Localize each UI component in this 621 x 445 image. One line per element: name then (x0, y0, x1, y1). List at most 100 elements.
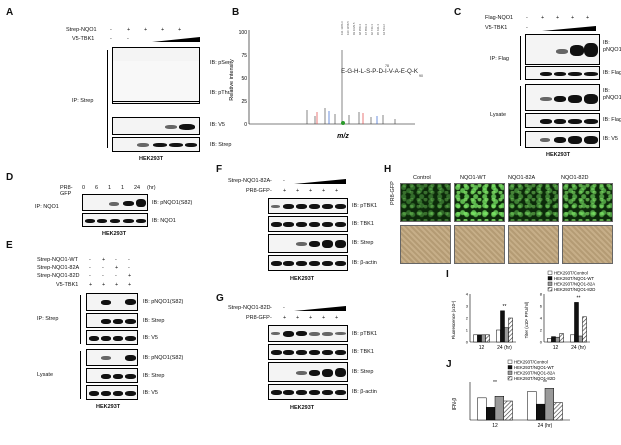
legend-swatch (507, 365, 513, 370)
bar (481, 334, 486, 343)
panel-label-i: I (446, 269, 449, 280)
row-side-label: PR8-GFP (390, 181, 396, 205)
svg-text:b5 631.3: b5 631.3 (376, 24, 380, 35)
blot-e-strep (86, 313, 138, 328)
blot-lys-pnqo1 (525, 84, 600, 111)
fluorescence-image (454, 183, 505, 222)
bar (536, 403, 546, 421)
ib-label: IB: Strep (210, 142, 232, 148)
ytick: 6 (540, 304, 543, 309)
xtick: 24 (hr) (497, 345, 512, 351)
row-label: V5-TBK1 (72, 36, 95, 42)
lane-signs: - + + + + (526, 15, 601, 22)
col-label: NQO1-WT (460, 175, 486, 181)
ytick: 4 (466, 292, 469, 297)
y-axis-label: IFN-β (452, 398, 458, 411)
lane-sign: + (571, 15, 575, 21)
lane-sign: + (322, 188, 326, 194)
xtick: 12 (492, 423, 498, 429)
group-bracket (80, 295, 81, 344)
cell-line: HEK293T (102, 231, 127, 237)
legend-label: HEK293T/NQO1-82A (554, 282, 595, 287)
xtick: 12 (479, 345, 485, 351)
ytick: 50 (241, 76, 247, 82)
ib-label: IB: pNQO1(S82) (143, 355, 184, 361)
bar (504, 327, 509, 343)
ib-label: IB: Strep (352, 369, 374, 375)
bar (477, 334, 482, 343)
bar (559, 333, 564, 343)
legend-label: HEK293T/Control (514, 360, 548, 365)
legend-label: HEK293T/Control (554, 271, 588, 276)
legend-label: HEK293T/NQO1-82A (514, 371, 555, 376)
lane-sign: 1 (108, 185, 112, 191)
legend-label: HEK293T/NQO1-WT (554, 276, 594, 281)
panel-label-e: E (6, 240, 13, 251)
panel-label-a: A (6, 7, 14, 18)
bar (574, 302, 579, 343)
lane-sign: + (102, 282, 106, 288)
xtick: 12 (553, 345, 559, 351)
ib-label: IB: Flag (603, 117, 621, 123)
group-label: Lysate (37, 372, 54, 378)
lane-sign: - (102, 265, 104, 271)
lane-sign: + (115, 282, 119, 288)
lane-sign: 24 (134, 185, 141, 191)
blot-e-pnqo1 (86, 293, 138, 311)
blot-f-strep (268, 234, 348, 253)
bar (527, 391, 537, 421)
bar (544, 388, 554, 421)
blot-strep (112, 137, 200, 152)
blot-f-ptbk1 (268, 198, 348, 214)
ib-label: IB: pSer (210, 60, 230, 66)
ib-label: IB: Strep (143, 318, 165, 324)
legend-swatch (547, 270, 553, 275)
blot-g-tbk1 (268, 344, 348, 360)
lane-sign: - (102, 273, 104, 279)
bar (477, 397, 487, 421)
ib-label: IB: pTBK1 (352, 203, 378, 209)
group-label: Lysate (490, 112, 507, 118)
row-label: Strep-NQO1-WT (37, 257, 78, 263)
brightfield-image (562, 225, 613, 264)
sig-marker: ** (543, 380, 547, 386)
lane-sign: - (89, 257, 91, 263)
ib-label: IB:pNQO1(S82) (603, 88, 621, 101)
svg-text:b10 1158.5: b10 1158.5 (346, 21, 350, 35)
lane-sign: 6 (95, 185, 99, 191)
sig-marker: ** (493, 380, 497, 386)
group-bracket (520, 86, 521, 146)
lane-signs: - + + + + + (270, 315, 350, 322)
bar (494, 396, 504, 421)
cell-line: HEK293T (290, 276, 315, 282)
ib-label: IB: pTBK1 (352, 331, 378, 337)
svg-text:b11 1286.6: b11 1286.6 (340, 21, 344, 35)
lane-sign: + (128, 282, 132, 288)
legend-label: HEK293T/NQO1-WT (514, 365, 554, 370)
lane-sign: - (283, 178, 285, 184)
group-bracket (520, 36, 521, 80)
blot-v5 (112, 117, 200, 135)
group-label: IP: Flag (490, 56, 509, 62)
brightfield-image (454, 225, 505, 264)
lane-sign: + (296, 315, 300, 321)
lane-sign: - (526, 25, 528, 31)
lane-sign: + (283, 188, 287, 194)
bar (582, 316, 587, 343)
lane-signs: -- (270, 305, 292, 312)
bar (578, 335, 583, 343)
svg-text:b9 1029.5: b9 1029.5 (352, 22, 356, 35)
ytick: 2 (540, 328, 543, 333)
svg-text:b6 746.3: b6 746.3 (370, 24, 374, 35)
lane-sign: + (296, 188, 300, 194)
bar (508, 317, 513, 343)
legend-label: HEK293T/NQO1-82D (514, 376, 555, 381)
bar (551, 336, 556, 343)
lane-sign: - (270, 178, 272, 184)
legend-swatch (507, 370, 513, 375)
ib-label: IB: pThr (210, 90, 230, 96)
lane-sign: + (541, 15, 545, 21)
col-label: NQO1-82A (508, 175, 536, 181)
blot-f-actin (268, 255, 348, 271)
row-label: V5-TBK1 (56, 282, 79, 288)
